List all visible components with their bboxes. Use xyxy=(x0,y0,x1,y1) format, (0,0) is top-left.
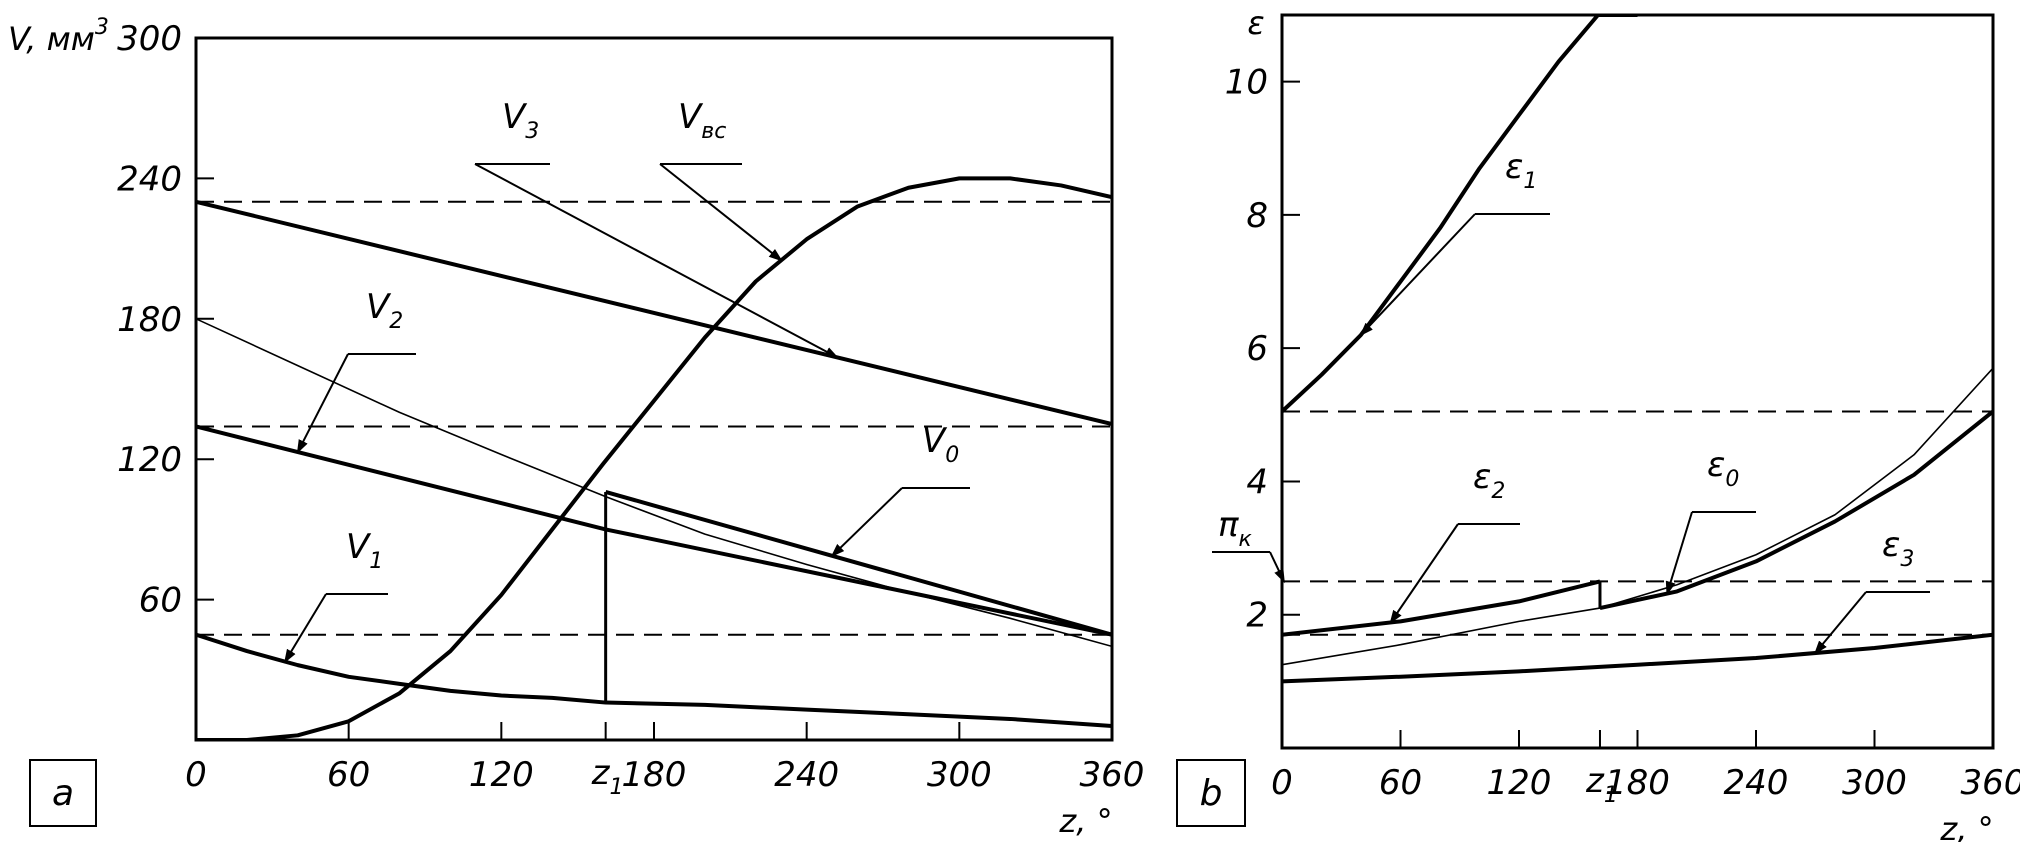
series-line-thin xyxy=(196,318,1112,648)
x-axis-title: z, ° xyxy=(1939,810,1993,842)
panel-label-box xyxy=(29,759,97,827)
series-label-вс: Vвс xyxy=(678,97,726,144)
x-tick-label: 360 xyxy=(1961,763,2020,803)
x-axis-title: z, ° xyxy=(1058,802,1112,840)
x-tick-label: 0 xyxy=(185,755,207,795)
x-tick-label: 180 xyxy=(622,755,687,795)
series-label-2: V2 xyxy=(366,287,403,334)
y-tick-label: 6 xyxy=(1246,329,1268,369)
series-line-ε3 xyxy=(1282,632,1993,684)
series-line-Vвс xyxy=(196,176,1112,740)
panel-label-b: b xyxy=(1200,773,1223,814)
y-axis-title: ε xyxy=(1247,4,1264,42)
series-line-V3 xyxy=(196,199,1112,427)
series-label-1-sub: 1 xyxy=(1523,169,1537,194)
label-leader-arrow xyxy=(1665,511,1693,596)
series-label-2: ε2 xyxy=(1473,457,1505,504)
series-label-3: V3 xyxy=(502,97,539,144)
z1-tick-label-sub: 1 xyxy=(610,775,624,800)
x-tick-label: 240 xyxy=(1724,763,1789,803)
label-leader-arrow xyxy=(1389,523,1459,625)
label-leader-arrow xyxy=(830,487,903,558)
z1-tick-label: z1 xyxy=(591,753,624,800)
panel-label-a: a xyxy=(52,773,74,814)
series-line-V1 xyxy=(196,632,1112,728)
panel-label-box xyxy=(1176,759,1246,827)
series-line-ε2 xyxy=(1282,579,1601,637)
series-label-1: V1 xyxy=(346,527,383,574)
label-leader-arrow xyxy=(296,353,349,454)
series-label-0-sub: 0 xyxy=(1725,467,1739,492)
series-label-3-sub: 3 xyxy=(525,119,539,144)
x-tick-label: 60 xyxy=(327,755,370,795)
pi-k-label-sub: к xyxy=(1238,527,1252,552)
y-axis-title-sup: 3 xyxy=(95,15,109,40)
series-line-V2 xyxy=(196,424,1112,637)
series-line-thin xyxy=(1282,367,1993,666)
series-label-вс-sub: вс xyxy=(701,119,726,144)
pi-k-arrow xyxy=(1269,551,1285,584)
series-group xyxy=(1282,15,1993,684)
x-tick-label: 300 xyxy=(927,755,992,795)
x-tick-label: 60 xyxy=(1379,763,1422,803)
y-tick-label: 8 xyxy=(1246,196,1268,236)
y-tick-label: 4 xyxy=(1246,462,1268,502)
series-label-0: ε0 xyxy=(1707,445,1739,492)
y-axis-title: V, мм3 xyxy=(8,15,109,58)
label-leader-arrow xyxy=(1813,591,1867,655)
x-tick-label: 0 xyxy=(1271,763,1293,803)
series-label-0-sub: 0 xyxy=(945,443,959,468)
series-group xyxy=(196,176,1112,740)
y-tick-label: 300 xyxy=(117,19,182,59)
y-tick-label: 2 xyxy=(1246,596,1268,636)
series-line-V0 xyxy=(605,490,1112,637)
y-tick-label: 10 xyxy=(1225,63,1268,103)
x-tick-label: 120 xyxy=(1487,763,1552,803)
pi-k-label: πк xyxy=(1218,505,1252,552)
x-tick-label: 300 xyxy=(1842,763,1907,803)
series-label-2-sub: 2 xyxy=(1491,479,1505,504)
series-line-ε1 xyxy=(1282,15,1638,413)
series-label-0: V0 xyxy=(922,421,959,468)
series-label-3: ε3 xyxy=(1882,525,1914,572)
label-leader-arrow xyxy=(284,593,327,664)
series-label-1: ε1 xyxy=(1505,147,1537,194)
plot-frame xyxy=(1280,13,1995,750)
panel-b xyxy=(1212,13,1995,750)
series-line-ε0 xyxy=(1599,409,1993,611)
y-tick-label: 180 xyxy=(117,300,182,340)
x-tick-label: 360 xyxy=(1080,755,1145,795)
x-tick-label: 240 xyxy=(774,755,839,795)
label-leader-arrow xyxy=(474,163,839,359)
label-leader-arrow xyxy=(1359,213,1476,337)
series-label-1-sub: 1 xyxy=(369,549,383,574)
y-tick-label: 240 xyxy=(117,159,182,199)
x-tick-label: 180 xyxy=(1605,763,1670,803)
y-tick-label: 120 xyxy=(117,440,182,480)
z1-tick-label-sub: 1 xyxy=(1604,783,1618,808)
series-label-2-sub: 2 xyxy=(389,309,403,334)
series-label-3-sub: 3 xyxy=(1900,547,1914,572)
label-leader-arrow xyxy=(659,163,783,262)
panel-a xyxy=(194,36,1114,742)
x-tick-label: 120 xyxy=(469,755,534,795)
y-tick-label: 60 xyxy=(139,581,182,621)
